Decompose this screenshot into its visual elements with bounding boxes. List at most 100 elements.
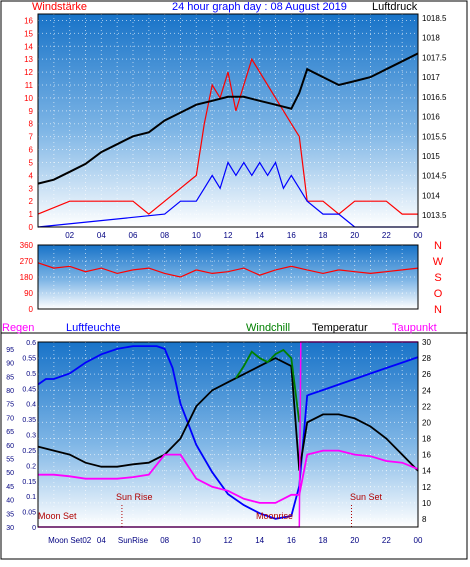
y-humidity-tick-label: 35 [6, 511, 14, 518]
y-regen-tick-label: 0.05 [22, 510, 36, 517]
y-left-tick-label: 9 [29, 107, 34, 116]
y-regen-tick-label: 0.15 [22, 479, 36, 486]
x-tick-label: 18 [319, 536, 328, 545]
x-tick-label: 22 [382, 536, 391, 545]
sun-rise-annotation: Sun Rise [116, 492, 153, 502]
y-humidity-tick-label: 70 [6, 415, 14, 422]
y-right-tick-label: 1018 [422, 34, 440, 43]
y-left-tick-label: 1 [29, 210, 34, 219]
x-tick-label: 00 [414, 231, 423, 240]
windchill-label: Windchill [246, 322, 290, 334]
y-regen-tick-label: 0.45 [22, 386, 36, 393]
moon-rise-annotation: Moonrise [256, 511, 293, 521]
compass-letter-label: W [433, 256, 444, 268]
y-left-tick-label: 8 [29, 120, 34, 129]
x-tick-label: 12 [224, 231, 233, 240]
y-right-tick-label: 1013.5 [422, 211, 447, 220]
x-tick-label: 12 [224, 536, 233, 545]
y-regen-tick-label: 0.2 [26, 463, 36, 470]
wind-direction-series [37, 262, 419, 278]
y-humidity-tick-label: 75 [6, 402, 14, 409]
y-direction-tick-label: 180 [20, 273, 34, 282]
luftdruck-label: Luftdruck [372, 1, 418, 13]
y-humidity-tick-label: 30 [6, 525, 14, 532]
y-temp-tick-label: 18 [422, 435, 431, 444]
y-temp-tick-label: 24 [422, 386, 431, 395]
wind-pressure-plot-area [38, 14, 418, 227]
x-tick-label: 14 [255, 536, 264, 545]
y-temp-tick-label: 10 [422, 499, 431, 508]
x-tick-label: 16 [287, 231, 296, 240]
y-right-tick-label: 1017.5 [422, 53, 447, 62]
y-regen-tick-label: 0.35 [22, 417, 36, 424]
y-direction-tick-label: 0 [29, 305, 34, 314]
y-right-tick-label: 1014.5 [422, 172, 447, 181]
y-left-tick-label: 10 [24, 94, 33, 103]
y-right-tick-label: 1015 [422, 152, 440, 161]
regen-label: Regen [2, 322, 34, 334]
x-tick-label: 10 [192, 536, 201, 545]
y-regen-tick-label: 0.55 [22, 355, 36, 362]
y-regen-tick-label: 0.3 [26, 433, 36, 440]
series-taupunkt [38, 449, 419, 504]
y-left-tick-label: 13 [24, 55, 33, 64]
y-left-tick-label: 12 [24, 68, 33, 77]
x-tick-label: 06 [129, 231, 138, 240]
y-left-tick-label: 16 [24, 16, 33, 25]
wind-pressure-frame [37, 13, 419, 228]
y-regen-tick-label: 0.6 [26, 340, 36, 347]
y-temp-tick-label: 14 [422, 467, 431, 476]
y-temp-tick-label: 12 [422, 483, 431, 492]
y-humidity-tick-label: 65 [6, 429, 14, 436]
compass-letter-label: O [434, 288, 443, 300]
x-tick-label: 20 [350, 536, 359, 545]
x-tick-label: 20 [350, 231, 359, 240]
y-humidity-tick-label: 40 [6, 498, 14, 505]
series-windstrke [37, 57, 418, 215]
wind-direction-frame [37, 244, 419, 310]
wind-pressure-axes: 0123456789101112131415161013.510141014.5… [24, 14, 447, 240]
x-tick-label: SunRise [118, 536, 149, 545]
y-temp-tick-label: 8 [422, 515, 427, 524]
y-humidity-tick-label: 80 [6, 388, 14, 395]
x-tick-label: 04 [97, 231, 106, 240]
taupunkt-label: Taupunkt [392, 322, 437, 334]
moon-set-annotation: Moon Set [38, 511, 77, 521]
y-regen-tick-label: 0.4 [26, 402, 36, 409]
y-temp-tick-label: 28 [422, 354, 431, 363]
y-regen-tick-label: 0 [32, 525, 36, 532]
y-left-tick-label: 0 [29, 223, 34, 232]
y-right-tick-label: 1014 [422, 191, 440, 200]
y-regen-tick-label: 0.5 [26, 371, 36, 378]
y-temp-tick-label: 20 [422, 418, 431, 427]
x-tick-label: 10 [192, 231, 201, 240]
climate-axes: 0 0.05 0.1 0.15 0.2 0.25 0.3 0.35 0.4 0.45 0.5 0.55… [6, 338, 431, 545]
x-tick-label: 04 [97, 536, 106, 545]
series-ben [37, 161, 418, 228]
x-tick-label: 08 [160, 536, 169, 545]
y-left-tick-label: 2 [29, 197, 34, 206]
x-tick-label: 18 [319, 231, 328, 240]
sun-set-annotation: Sun Set [350, 492, 383, 502]
y-left-tick-label: 15 [24, 29, 33, 38]
temperatur-label: Temperatur [312, 322, 368, 334]
compass-letter-label: S [434, 272, 441, 284]
y-left-tick-label: 6 [29, 146, 34, 155]
series-wind-direction [37, 262, 419, 278]
y-right-tick-label: 1015.5 [422, 132, 447, 141]
windstaerke-label: Windstärke [32, 1, 87, 13]
x-tick-label: 22 [382, 231, 391, 240]
y-temp-tick-label: 30 [422, 338, 431, 347]
y-left-tick-label: 7 [29, 133, 34, 142]
y-temp-tick-label: 26 [422, 370, 431, 379]
y-left-tick-label: 3 [29, 184, 34, 193]
y-direction-tick-label: 360 [20, 241, 34, 250]
y-right-tick-label: 1016 [422, 113, 440, 122]
y-humidity-tick-label: 85 [6, 374, 14, 381]
y-direction-tick-label: 270 [20, 257, 34, 266]
y-regen-tick-label: 0.1 [26, 494, 36, 501]
y-right-tick-label: 1016.5 [422, 93, 447, 102]
y-humidity-tick-label: 55 [6, 456, 14, 463]
